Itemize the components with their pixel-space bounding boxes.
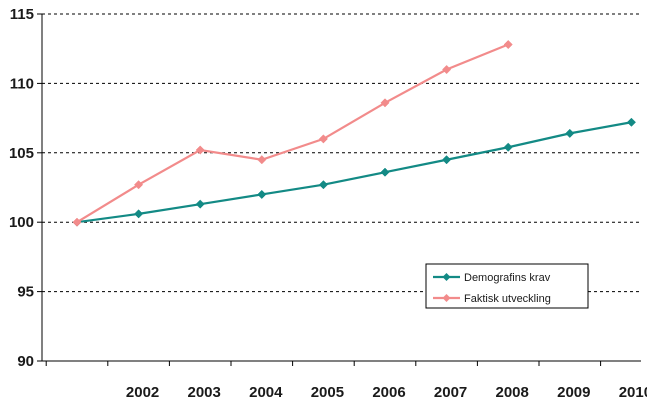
gridlines — [42, 13, 641, 293]
axes — [37, 13, 641, 366]
series-line-2 — [76, 43, 509, 224]
series-2-point-2002 — [134, 180, 144, 190]
y-axis-tick-labels: 90 95 100 105 110 115 — [9, 6, 34, 370]
y-tick-label-95: 95 — [17, 284, 34, 301]
series-1-point-2007 — [442, 155, 452, 165]
series-2 — [72, 39, 513, 227]
series-1-point-2004 — [257, 189, 267, 199]
y-tick-label-100: 100 — [9, 214, 34, 231]
series-2-point-2006 — [380, 98, 390, 108]
x-tick-label-2010: 2010 — [619, 384, 647, 399]
y-tick-label-105: 105 — [9, 145, 34, 162]
series-1-point-2006 — [380, 167, 390, 177]
legend-marker-2 — [442, 294, 451, 302]
x-tick-label-2003: 2003 — [188, 384, 221, 399]
series-1-point-2008 — [503, 142, 513, 152]
x-tick-label-2006: 2006 — [372, 384, 405, 399]
x-tick-label-2004: 2004 — [249, 384, 283, 399]
series-2-point-2007 — [442, 64, 452, 75]
legend-label-1: Demografins krav — [464, 272, 551, 284]
series-2-point-2001 — [72, 217, 82, 227]
legend: Demografins krav Faktisk utveckling — [425, 263, 589, 309]
x-tick-label-2008: 2008 — [496, 384, 529, 399]
x-tick-label-2002: 2002 — [126, 384, 159, 399]
series-line-1 — [76, 121, 632, 224]
series-2-point-2004 — [257, 155, 267, 165]
x-tick-label-2005: 2005 — [311, 384, 344, 399]
series-1-point-2010 — [626, 117, 636, 127]
legend-label-2: Faktisk utveckling — [464, 293, 551, 305]
legend-marker-1 — [442, 273, 451, 281]
series-1-point-2005 — [318, 180, 328, 190]
x-tick-label-2009: 2009 — [557, 384, 590, 399]
series-layer — [72, 39, 636, 227]
series-2-point-2005 — [318, 134, 328, 144]
x-axis-tick-labels: 2002 2003 2004 2005 2006 2007 2008 2009 2010 — [126, 384, 647, 399]
y-tick-label-90: 90 — [17, 353, 34, 370]
series-1-point-2002 — [134, 209, 144, 219]
series-2-point-2003 — [195, 145, 205, 155]
series-1-point-2003 — [195, 199, 205, 209]
x-tick-label-2007: 2007 — [434, 384, 467, 399]
legend-box — [425, 263, 589, 309]
series-2-point-2008 — [503, 39, 513, 50]
series-1 — [72, 117, 636, 227]
y-tick-label-115: 115 — [10, 6, 34, 23]
y-tick-label-110: 110 — [10, 75, 34, 92]
series-1-point-2009 — [565, 128, 575, 138]
